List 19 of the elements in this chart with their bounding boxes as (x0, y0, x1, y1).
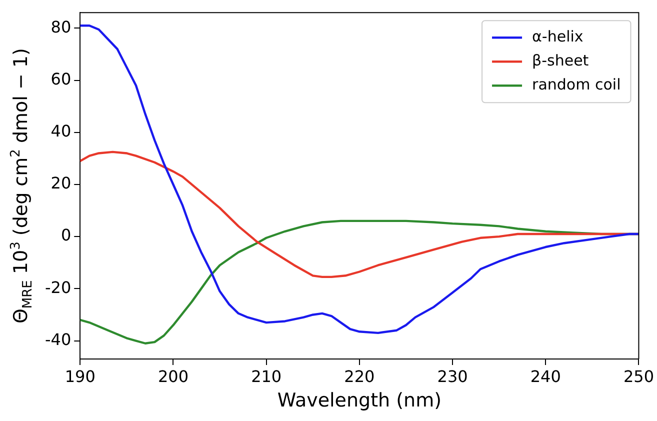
x-tick-label: 250 (623, 366, 654, 386)
x-tick-label: 190 (64, 366, 96, 386)
legend-label: random coil (532, 75, 621, 94)
legend-label: α-helix (532, 27, 584, 46)
x-axis-title: Wavelength (nm) (277, 390, 442, 412)
y-tick-label: 0 (60, 226, 72, 245)
x-tick-label: 220 (344, 366, 375, 386)
y-tick-label: 60 (50, 69, 72, 88)
y-tick-label: -40 (44, 330, 72, 349)
x-tick-label: 230 (437, 366, 468, 386)
legend-label: β-sheet (532, 51, 589, 70)
x-tick-label: 210 (251, 366, 282, 386)
y-axis-title: ΘMRE 103 (deg cm2 dmol − 1) (8, 48, 36, 324)
x-tick-label: 240 (530, 366, 561, 386)
y-tick-label: 20 (50, 174, 72, 193)
x-tick-label: 200 (158, 366, 189, 386)
y-tick-label: 80 (50, 17, 72, 36)
y-tick-label: 40 (50, 122, 72, 141)
y-tick-label: -20 (44, 278, 72, 297)
